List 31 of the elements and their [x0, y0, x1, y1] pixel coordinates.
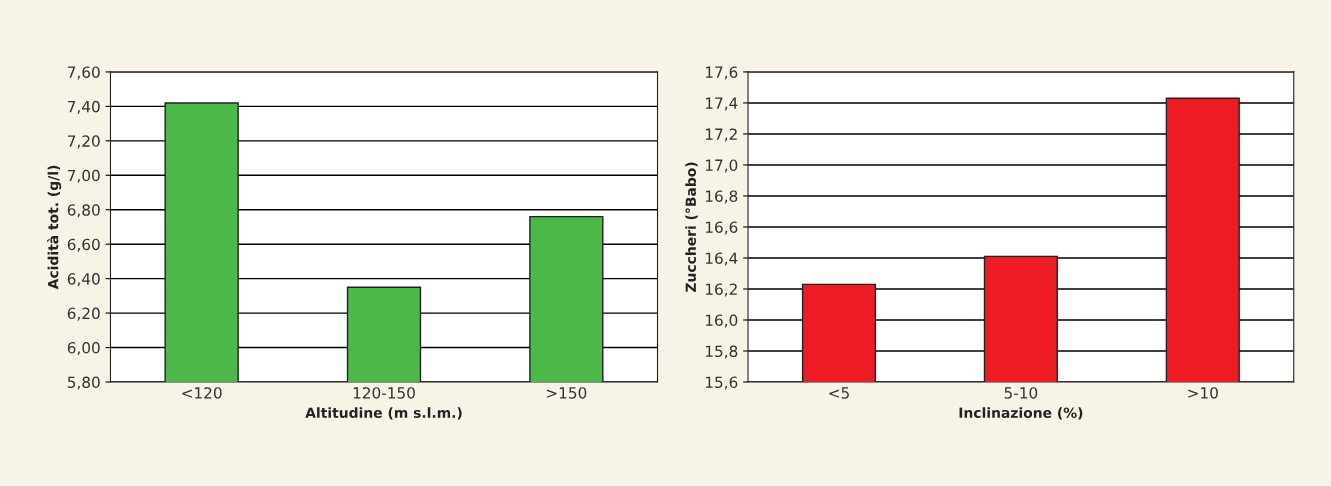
- y-tick-label: 6,20: [67, 307, 100, 321]
- y-axis-title: Zuccheri (°Babo): [685, 162, 698, 292]
- x-tick-label: <120: [182, 387, 222, 399]
- y-tick-label: 6,60: [67, 238, 100, 252]
- x-axis-title: Altitudine (m s.l.m.): [305, 407, 462, 420]
- x-axis-title: Inclinazione (%): [959, 407, 1083, 420]
- y-tick-label: 16,6: [705, 221, 738, 235]
- y-tick-label: 17,4: [705, 97, 738, 111]
- x-tick-label: >10: [1188, 387, 1218, 399]
- y-tick-label: 16,4: [705, 252, 738, 266]
- y-tick-label: 6,80: [67, 204, 100, 218]
- y-tick-label: 6,00: [67, 342, 100, 356]
- y-tick-label: 16,2: [705, 283, 737, 297]
- y-axis-title: Acidità tot. (g/l): [47, 165, 62, 290]
- y-tick-label: 7,60: [67, 66, 100, 80]
- x-tick-label: <5: [829, 387, 849, 399]
- y-tick-label: 5,80: [67, 376, 100, 390]
- x-tick-label: >150: [546, 387, 587, 399]
- y-tick-label: 17,2: [705, 128, 737, 142]
- y-tick-label: 16,0: [705, 314, 738, 328]
- y-tick-label: 17,0: [705, 159, 738, 173]
- y-tick-label: 17,6: [705, 66, 738, 80]
- y-tick-label: 7,20: [67, 135, 100, 149]
- y-tick-label: 15,6: [705, 376, 738, 390]
- y-tick-label: 7,40: [67, 100, 100, 114]
- y-tick-label: 16,8: [705, 190, 738, 204]
- x-tick-label: 120-150: [353, 387, 415, 399]
- y-tick-label: 15,8: [705, 345, 738, 359]
- x-tick-label: 5-10: [1004, 387, 1038, 399]
- y-tick-label: 6,40: [67, 273, 100, 287]
- y-tick-label: 7,00: [67, 169, 100, 183]
